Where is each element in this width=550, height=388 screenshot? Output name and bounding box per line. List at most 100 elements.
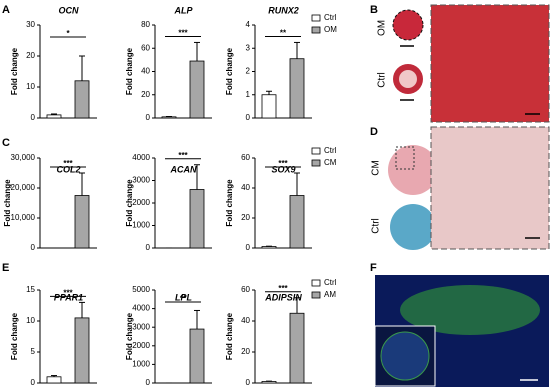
- y-tick-label: 3: [246, 43, 251, 52]
- legend-label: Ctrl: [324, 146, 337, 155]
- bar: [74, 317, 90, 384]
- y-tick-label: 3000: [132, 176, 150, 185]
- significance: ***: [63, 159, 73, 168]
- bar: [46, 376, 62, 384]
- y-tick-label: 20: [241, 213, 250, 222]
- significance: **: [280, 29, 287, 38]
- y-tick-label: 20: [141, 90, 150, 99]
- y-tick-label: 60: [141, 43, 150, 52]
- y-tick-label: 0: [31, 113, 36, 122]
- chart-title: ALP: [174, 5, 194, 15]
- y-tick-label: 15: [26, 285, 35, 294]
- y-tick-label: 5: [31, 347, 36, 356]
- y-tick-label: 0: [246, 378, 251, 387]
- legend-swatch: [311, 279, 321, 287]
- y-tick-label: 10: [26, 316, 35, 325]
- chart-title: SOX9: [271, 164, 295, 174]
- y-tick-label: 20: [241, 347, 250, 356]
- bar: [74, 80, 90, 119]
- y-tick-label: 40: [241, 316, 250, 325]
- y-tick-label: 60: [241, 153, 250, 162]
- y-tick-label: 2000: [132, 341, 150, 350]
- y-axis-label: Fold change: [3, 179, 12, 227]
- y-tick-label: 10: [26, 82, 35, 91]
- y-tick-label: 2000: [132, 198, 150, 207]
- chart-title: ACAN: [170, 164, 197, 174]
- bar: [289, 312, 305, 384]
- chart-title: PPAR1: [54, 292, 83, 302]
- significance: *: [66, 29, 70, 38]
- significance: ***: [278, 159, 288, 168]
- y-tick-label: 0: [246, 113, 251, 122]
- y-tick-label: 3000: [132, 322, 150, 331]
- chart-title: RUNX2: [268, 5, 299, 15]
- panel-letter: A: [2, 4, 10, 16]
- y-axis-label: Fold change: [125, 179, 134, 227]
- y-tick-label: 60: [241, 285, 250, 294]
- y-tick-label: 1000: [132, 360, 150, 369]
- legend-swatch: [311, 159, 321, 167]
- bar: [46, 114, 62, 119]
- legend-swatch: [311, 14, 321, 22]
- image-panel-b: [392, 4, 550, 123]
- significance: ***: [278, 284, 288, 293]
- legend-swatch: [311, 291, 321, 299]
- y-axis-label: Fold change: [125, 312, 134, 360]
- y-tick-label: 40: [241, 183, 250, 192]
- y-tick-label: 1000: [132, 221, 150, 230]
- bar: [189, 328, 205, 384]
- y-axis-label: Fold change: [225, 179, 234, 227]
- y-tick-label: 0: [146, 113, 151, 122]
- panel-letter: E: [2, 262, 9, 274]
- legend-label: OM: [324, 25, 337, 34]
- panel-letter: C: [2, 137, 10, 149]
- chart-title: LPL: [175, 292, 192, 302]
- y-tick-label: 20: [26, 51, 35, 60]
- panel-letter: B: [370, 4, 378, 16]
- y-tick-label: 2: [246, 67, 251, 76]
- y-tick-label: 4: [246, 20, 251, 29]
- y-tick-label: 5000: [132, 285, 150, 294]
- significance: ***: [178, 29, 188, 38]
- bar: [161, 116, 177, 119]
- legend-swatch: [311, 26, 321, 34]
- bar: [261, 94, 277, 119]
- legend-label: AM: [324, 290, 336, 299]
- y-tick-label: 30,000: [11, 153, 36, 162]
- y-tick-label: 4000: [132, 304, 150, 313]
- legend-swatch: [311, 147, 321, 155]
- y-tick-label: 0: [31, 378, 36, 387]
- y-tick-label: 0: [146, 243, 151, 252]
- y-axis-label: Fold change: [10, 312, 19, 360]
- y-tick-label: 1: [246, 90, 251, 99]
- panel-letter: F: [370, 262, 377, 274]
- bar: [261, 381, 277, 384]
- y-axis-label: Fold change: [225, 312, 234, 360]
- image-label: Ctrl: [371, 218, 382, 234]
- y-tick-label: 40: [141, 67, 150, 76]
- y-axis-label: Fold change: [225, 47, 234, 95]
- image-label: Ctrl: [377, 72, 388, 88]
- significance: **: [180, 294, 187, 303]
- y-axis-label: Fold change: [125, 47, 134, 95]
- chart-title: OCN: [59, 5, 80, 15]
- significance: ***: [63, 289, 73, 298]
- significance: ***: [178, 151, 188, 160]
- bar: [189, 189, 205, 249]
- image-label: OM: [377, 20, 388, 36]
- image-label: CM: [371, 160, 382, 176]
- y-tick-label: 80: [141, 20, 150, 29]
- y-tick-label: 0: [246, 243, 251, 252]
- y-tick-label: 0: [146, 378, 151, 387]
- chart-title: COL2: [56, 164, 80, 174]
- y-tick-label: 10,000: [11, 213, 36, 222]
- bar: [261, 246, 277, 249]
- image-panel-f: [374, 275, 549, 387]
- panel-letter: D: [370, 126, 378, 138]
- y-tick-label: 0: [31, 243, 36, 252]
- bar: [289, 58, 305, 119]
- y-tick-label: 30: [26, 20, 35, 29]
- legend-label: CM: [324, 158, 337, 167]
- y-tick-label: 20,000: [11, 183, 36, 192]
- legend-label: Ctrl: [324, 278, 337, 287]
